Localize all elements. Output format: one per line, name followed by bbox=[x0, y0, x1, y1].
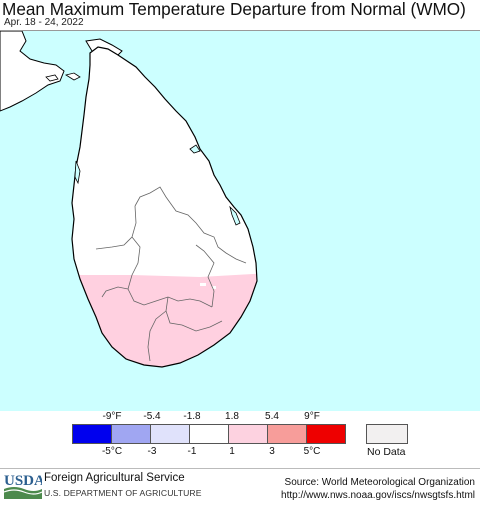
legend-f-tick: -1.8 bbox=[183, 411, 201, 422]
legend-color-scale bbox=[72, 424, 346, 444]
puttalam-lagoon bbox=[74, 160, 81, 185]
legend-c-tick: 1 bbox=[229, 446, 235, 457]
legend-f-tick: 1.8 bbox=[225, 411, 239, 422]
legend-swatch bbox=[72, 424, 112, 444]
india-coastline bbox=[0, 31, 65, 112]
map-panel bbox=[0, 30, 480, 411]
legend-no-data-swatch bbox=[366, 424, 408, 444]
legend-c-tick: 3 bbox=[269, 446, 275, 457]
footer-divider bbox=[0, 468, 480, 469]
legend-f-tick: -5.4 bbox=[143, 411, 161, 422]
legend-swatch bbox=[189, 424, 229, 444]
no-data-gap bbox=[200, 283, 206, 286]
legend-swatch bbox=[150, 424, 190, 444]
legend-c-tick: -3 bbox=[147, 446, 157, 457]
legend-c-tick: 5°C bbox=[303, 446, 321, 457]
legend-swatch bbox=[306, 424, 346, 444]
source-url[interactable]: http://www.nws.noaa.gov/iscs/nwsgtsfs.ht… bbox=[281, 490, 475, 501]
province-boundaries bbox=[95, 186, 247, 362]
legend-c-tick: -5°C bbox=[101, 446, 123, 457]
usda-logo-text: USDA bbox=[4, 473, 42, 489]
map-title: Mean Maximum Temperature Departure from … bbox=[2, 0, 466, 19]
adams-bridge-islands bbox=[45, 72, 81, 82]
legend-no-data-label: No Data bbox=[367, 446, 406, 458]
legend-swatch bbox=[228, 424, 268, 444]
date-range: Apr. 18 - 24, 2022 bbox=[4, 17, 84, 28]
warm-anomaly-region bbox=[72, 273, 257, 367]
department-name: U.S. DEPARTMENT OF AGRICULTURE bbox=[44, 488, 202, 498]
legend-f-tick: 5.4 bbox=[265, 411, 279, 422]
legend-swatch bbox=[267, 424, 307, 444]
legend-f-tick: -9°F bbox=[102, 411, 122, 422]
trincomalee-bay bbox=[189, 144, 201, 154]
island-outline bbox=[71, 46, 258, 368]
legend-f-tick: 9°F bbox=[304, 411, 320, 422]
usda-logo-icon: USDA bbox=[4, 473, 42, 499]
sri-lanka-map bbox=[0, 31, 480, 411]
legend-c-tick: -1 bbox=[187, 446, 197, 457]
legend-swatch bbox=[111, 424, 151, 444]
batticaloa-lagoon bbox=[229, 205, 241, 226]
data-source: Source: World Meteorological Organizatio… bbox=[284, 477, 475, 488]
agency-name: Foreign Agricultural Service bbox=[44, 472, 185, 484]
no-data-gap bbox=[212, 286, 216, 289]
